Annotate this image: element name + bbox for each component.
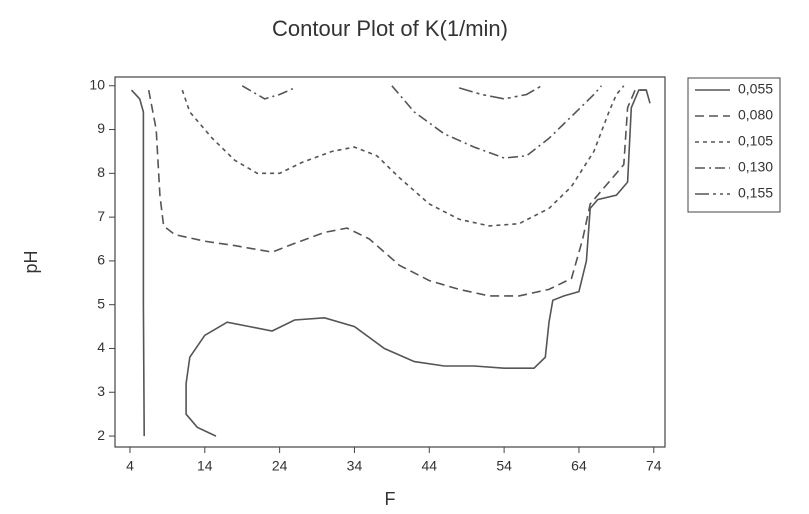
legend-label: 0,155 (738, 185, 773, 201)
x-tick-label: 44 (421, 458, 437, 474)
x-tick-label: 34 (347, 458, 363, 474)
y-tick-label: 2 (97, 427, 105, 443)
y-tick-label: 5 (97, 295, 105, 311)
y-tick-label: 7 (97, 208, 105, 224)
x-tick-label: 14 (197, 458, 213, 474)
y-tick-label: 6 (97, 252, 105, 268)
x-tick-label: 54 (496, 458, 512, 474)
y-tick-label: 8 (97, 164, 105, 180)
chart-title: Contour Plot of K(1/min) (272, 16, 508, 41)
contour-line (147, 89, 647, 297)
legend-box (687, 77, 781, 213)
contour-line (241, 85, 603, 159)
x-tick-label: 24 (272, 458, 288, 474)
contour-line (181, 85, 625, 227)
y-tick-label: 4 (97, 339, 105, 355)
legend-label: 0,130 (738, 159, 773, 175)
legend-label: 0,055 (738, 81, 773, 97)
x-tick-label: 74 (646, 458, 662, 474)
y-tick-label: 3 (97, 383, 105, 399)
x-tick-label: 64 (571, 458, 587, 474)
y-tick-label: 9 (97, 120, 105, 136)
contour-line (458, 85, 542, 100)
contour-line (130, 89, 651, 437)
plot-frame (114, 76, 666, 448)
legend-label: 0,080 (738, 107, 773, 123)
y-tick-label: 10 (89, 76, 105, 92)
y-axis-label: pH (21, 250, 41, 273)
x-tick-label: 4 (126, 458, 134, 474)
x-axis-label: F (385, 489, 396, 509)
legend-label: 0,105 (738, 133, 773, 149)
